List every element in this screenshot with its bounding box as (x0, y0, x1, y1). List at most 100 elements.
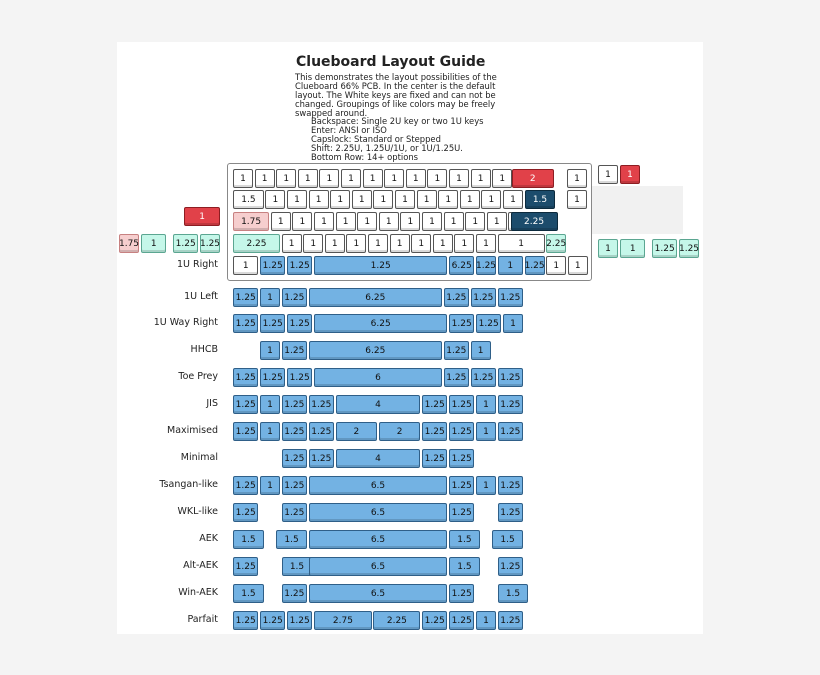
intro-line: This demonstrates the layout possibiliti… (295, 72, 497, 82)
layout-key: 2 (335, 422, 378, 441)
key-52: 1 (432, 234, 453, 253)
layout-key: 1.5 (233, 530, 264, 549)
key-19: 1 (330, 190, 351, 209)
option-capslock: Capslock: Standard or Stepped (311, 134, 441, 144)
intro-line: Clueboard 66% PCB. In the center is the … (295, 81, 496, 91)
layout-key: 1.25 (497, 395, 523, 414)
key-69: 1 (184, 207, 221, 226)
layout-key: 1.25 (287, 368, 313, 387)
layout-label: Parfait (187, 614, 218, 625)
layout-label: Tsangan-like (159, 479, 218, 490)
layout-key: 1.25 (308, 395, 334, 414)
key-74: 1 (598, 239, 618, 258)
key-13: 2 (512, 169, 554, 188)
layout-key: 1.25 (422, 422, 448, 441)
layout-key: 1.25 (443, 368, 469, 387)
option-backspace: Backspace: Single 2U key or two 1U keys (311, 116, 484, 126)
key-65: 1 (546, 256, 567, 275)
layout-label: 1U Way Right (153, 317, 218, 328)
key-75: 1 (620, 239, 646, 258)
layout-key: 6.5 (308, 584, 448, 603)
layout-key: 1.25 (281, 449, 307, 468)
layout-label: Minimal (180, 452, 218, 463)
layout-key: 1.25 (233, 611, 259, 630)
key-57: 1 (233, 256, 259, 275)
layout-key: 1 (476, 422, 496, 441)
layout-key: 1.25 (308, 422, 334, 441)
layout-key: 1 (476, 395, 496, 414)
key-26: 1 (481, 190, 502, 209)
key-76: 1.25 (652, 239, 678, 258)
key-31: 1 (270, 212, 291, 231)
layout-key: 1.25 (281, 395, 307, 414)
key-49: 1 (368, 234, 388, 253)
layout-key: 1.5 (449, 530, 480, 549)
key-34: 1 (335, 212, 356, 231)
layout-key: 1.25 (281, 422, 307, 441)
intro-line: changed. Groupings of like colors may be… (295, 99, 496, 109)
layout-key: 2.25 (373, 611, 421, 630)
key-43: 2.25 (510, 212, 558, 231)
layout-key: 1.25 (449, 503, 475, 522)
key-54: 1 (476, 234, 496, 253)
layout-key: 6.25 (308, 341, 442, 360)
key-22: 1 (395, 190, 415, 209)
layout-label: Maximised (167, 425, 218, 436)
layout-key: 1.25 (260, 368, 286, 387)
layout-label: JIS (206, 398, 218, 409)
layout-key: 1.25 (233, 476, 259, 495)
layout-key: 2 (378, 422, 421, 441)
layout-key: 1.5 (233, 584, 264, 603)
layout-key: 1.25 (233, 395, 259, 414)
layout-key: 1 (260, 341, 280, 360)
layout-key: 1.25 (281, 584, 307, 603)
layout-key: 1.25 (497, 476, 523, 495)
layout-key: 1.25 (497, 611, 523, 630)
layout-key: 1.25 (449, 449, 475, 468)
layout-key: 1.25 (260, 611, 286, 630)
layout-key: 1 (476, 611, 496, 630)
layout-key: 1.25 (497, 557, 523, 576)
key-37: 1 (400, 212, 421, 231)
layout-key: 1.25 (422, 449, 448, 468)
layout-key: 1.25 (449, 314, 475, 333)
option-enter: Enter: ANSI or ISO (311, 125, 387, 135)
key-10: 1 (449, 169, 469, 188)
layout-key: 1.5 (492, 530, 523, 549)
layout-label: Toe Prey (178, 371, 218, 382)
key-3: 1 (297, 169, 318, 188)
layout-label: Win-AEK (178, 587, 218, 598)
key-61: 6.25 (449, 256, 475, 275)
key-66: 1 (567, 256, 588, 275)
key-68: 1 (620, 165, 640, 184)
layout-key: 1.25 (449, 422, 475, 441)
layout-key: 1.25 (443, 341, 469, 360)
layout-key: 1.25 (422, 611, 448, 630)
layout-key: 1.25 (287, 611, 313, 630)
key-7: 1 (384, 169, 405, 188)
key-21: 1 (373, 190, 394, 209)
layout-key: 4 (335, 395, 421, 414)
key-2: 1 (276, 169, 297, 188)
key-11: 1 (470, 169, 491, 188)
key-30: 1.75 (233, 212, 270, 231)
key-55: 1 (497, 234, 545, 253)
layout-key: 1.25 (233, 503, 259, 522)
option-shift: Shift: 2.25U, 1.25U/1U, or 1U/1.25U. (311, 143, 463, 153)
key-18: 1 (308, 190, 329, 209)
key-41: 1 (486, 212, 507, 231)
key-60: 1.25 (314, 256, 448, 275)
layout-key: 4 (335, 449, 421, 468)
layout-key: 6.5 (308, 476, 448, 495)
layout-key: 6 (314, 368, 442, 387)
key-59: 1.25 (287, 256, 313, 275)
layout-key: 1.25 (449, 395, 475, 414)
layout-key: 1.25 (497, 288, 523, 307)
layout-label: 1U Left (184, 291, 218, 302)
key-44: 2.25 (233, 234, 280, 253)
key-23: 1 (416, 190, 437, 209)
key-17: 1 (287, 190, 307, 209)
key-36: 1 (378, 212, 399, 231)
layout-key: 1.5 (497, 584, 529, 603)
layout-key: 1.25 (233, 314, 259, 333)
